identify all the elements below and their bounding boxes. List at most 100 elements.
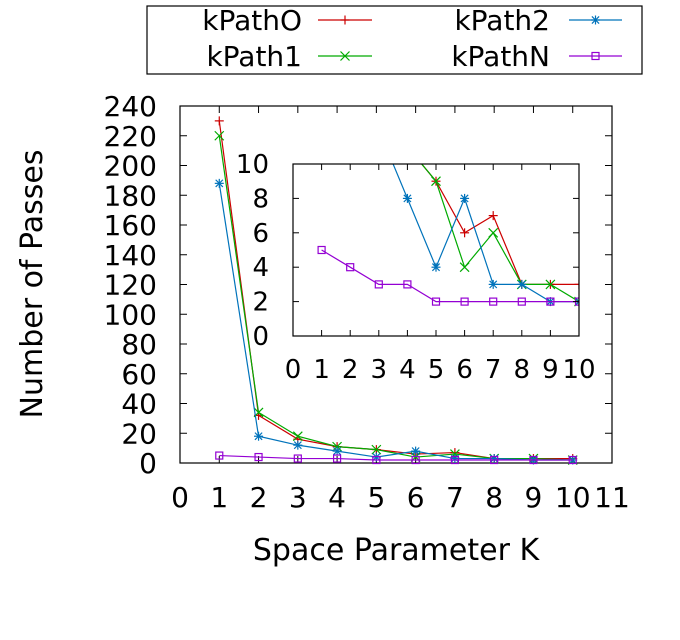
legend-box [146, 5, 643, 75]
inset-x-tick-label: 10 [562, 355, 595, 385]
inset-data-point-kPath1 [431, 176, 441, 187]
inset-x-tick-label: 7 [485, 355, 502, 385]
series-kPathN [215, 451, 577, 465]
x-tick-label: 1 [210, 481, 228, 514]
data-point-kPathN [490, 455, 499, 465]
y-tick-label: 180 [104, 179, 157, 212]
inset-x-tick-label: 2 [342, 355, 359, 385]
inset-x-tick-label: 9 [542, 355, 559, 385]
series-line-kPath2 [218, 183, 573, 461]
data-point-kPath1 [292, 431, 303, 442]
data-point-kPathN [411, 455, 420, 465]
inset-series-kPathN [317, 245, 579, 306]
legend-marker [591, 51, 600, 61]
inset-series-line-kPath2 [392, 164, 579, 303]
inset-data-point-kPathO [488, 211, 498, 221]
x-tick-label: 9 [525, 481, 543, 514]
y-tick-label: 80 [121, 328, 157, 361]
inset-data-point-kPathN [489, 297, 498, 306]
inset-x-tick-label: 0 [285, 355, 302, 385]
inset-x-tick-label: 1 [313, 355, 330, 385]
y-tick-label: 100 [104, 298, 157, 331]
inset-data-point-kPath1 [459, 262, 470, 273]
x-tick-label: 11 [594, 481, 630, 514]
x-tick-label: 5 [367, 481, 385, 514]
inset-data-point-kPathN [403, 280, 412, 289]
data-point-kPath1 [371, 444, 382, 455]
data-point-kPath2 [214, 178, 224, 188]
inset-y-tick-label: 6 [252, 219, 269, 249]
data-point-kPathN [254, 452, 263, 462]
inset-data-point-kPath2 [517, 279, 527, 289]
inset-x-tick-label: 8 [514, 355, 531, 385]
data-point-kPathN [293, 454, 302, 463]
inset-x-tick-label: 5 [428, 355, 445, 385]
data-point-kPathN [450, 455, 460, 465]
x-tick-label: 4 [328, 481, 346, 514]
x-tick-label: 7 [446, 481, 464, 514]
data-point-kPath2 [254, 431, 264, 441]
data-point-kPath2 [293, 440, 303, 450]
y-tick-label: 40 [121, 388, 157, 421]
inset-series-line-kPathN [321, 249, 579, 303]
inset-data-point-kPath2 [431, 262, 441, 272]
inset-data-point-kPathN [460, 297, 469, 306]
data-point-kPath2 [411, 446, 421, 456]
y-tick-label: 120 [104, 269, 157, 302]
inset-data-point-kPathN [346, 263, 355, 272]
y-tick-label: 0 [139, 447, 157, 480]
inset-data-point-kPathN [546, 297, 555, 306]
inset-x-tick-label: 6 [456, 355, 473, 385]
data-point-kPath1 [214, 130, 225, 141]
inset-data-point-kPath2 [460, 193, 470, 203]
data-point-kPath2 [332, 446, 342, 456]
inset-data-point-kPath2 [488, 279, 498, 289]
x-tick-label: 3 [289, 481, 307, 514]
legend-label: kPath1 [206, 40, 302, 73]
legend-marker [591, 15, 600, 25]
x-tick-label: 8 [485, 481, 503, 514]
x-axis-label: Space Parameter K [253, 533, 541, 568]
inset-y-tick-label: 4 [252, 253, 269, 283]
inset-y-tick-label: 2 [252, 288, 269, 318]
legend-label: kPathO [202, 4, 302, 37]
data-point-kPathN [332, 454, 342, 463]
inset-data-point-kPathN [517, 297, 526, 306]
inset-data-point-kPathN [374, 280, 383, 289]
legend-label: kPath2 [454, 4, 550, 37]
x-tick-label: 6 [407, 481, 425, 514]
inset-plot-background [293, 164, 579, 336]
y-tick-label: 140 [104, 239, 157, 272]
inset-data-point-kPath2 [402, 193, 412, 203]
inset-y-tick-label: 8 [252, 184, 269, 214]
legend-entry-kPathN: kPathN [451, 40, 622, 73]
x-tick-label: 2 [250, 481, 268, 514]
legend-entry-kPathO: kPathO [202, 4, 372, 37]
y-tick-label: 220 [104, 120, 157, 153]
legend-marker [340, 51, 350, 61]
y-axis-label: Number of Passes [15, 150, 50, 419]
data-point-kPathN [568, 455, 577, 465]
inset-x-tick-label: 3 [371, 355, 388, 385]
x-tick-label: 0 [171, 481, 189, 514]
inset-y-tick-label: 10 [236, 150, 269, 180]
series-line-kPath1 [218, 135, 573, 461]
inset-y-tick-label: 0 [252, 322, 269, 352]
legend-label: kPathN [451, 40, 550, 73]
inset-series-line-kPath1 [420, 164, 579, 303]
legend-entry-kPath1: kPath1 [206, 40, 372, 73]
inset-data-point-kPathN [431, 297, 441, 306]
y-tick-label: 240 [104, 90, 157, 123]
y-tick-label: 160 [104, 209, 157, 242]
y-tick-label: 200 [104, 150, 157, 183]
data-point-kPathN [529, 455, 538, 465]
inset-data-point-kPathO [460, 228, 470, 238]
y-tick-label: 60 [121, 358, 157, 391]
legend-marker [340, 15, 350, 25]
series-line-kPathN [219, 454, 573, 461]
inset-x-tick-label: 4 [399, 355, 416, 385]
